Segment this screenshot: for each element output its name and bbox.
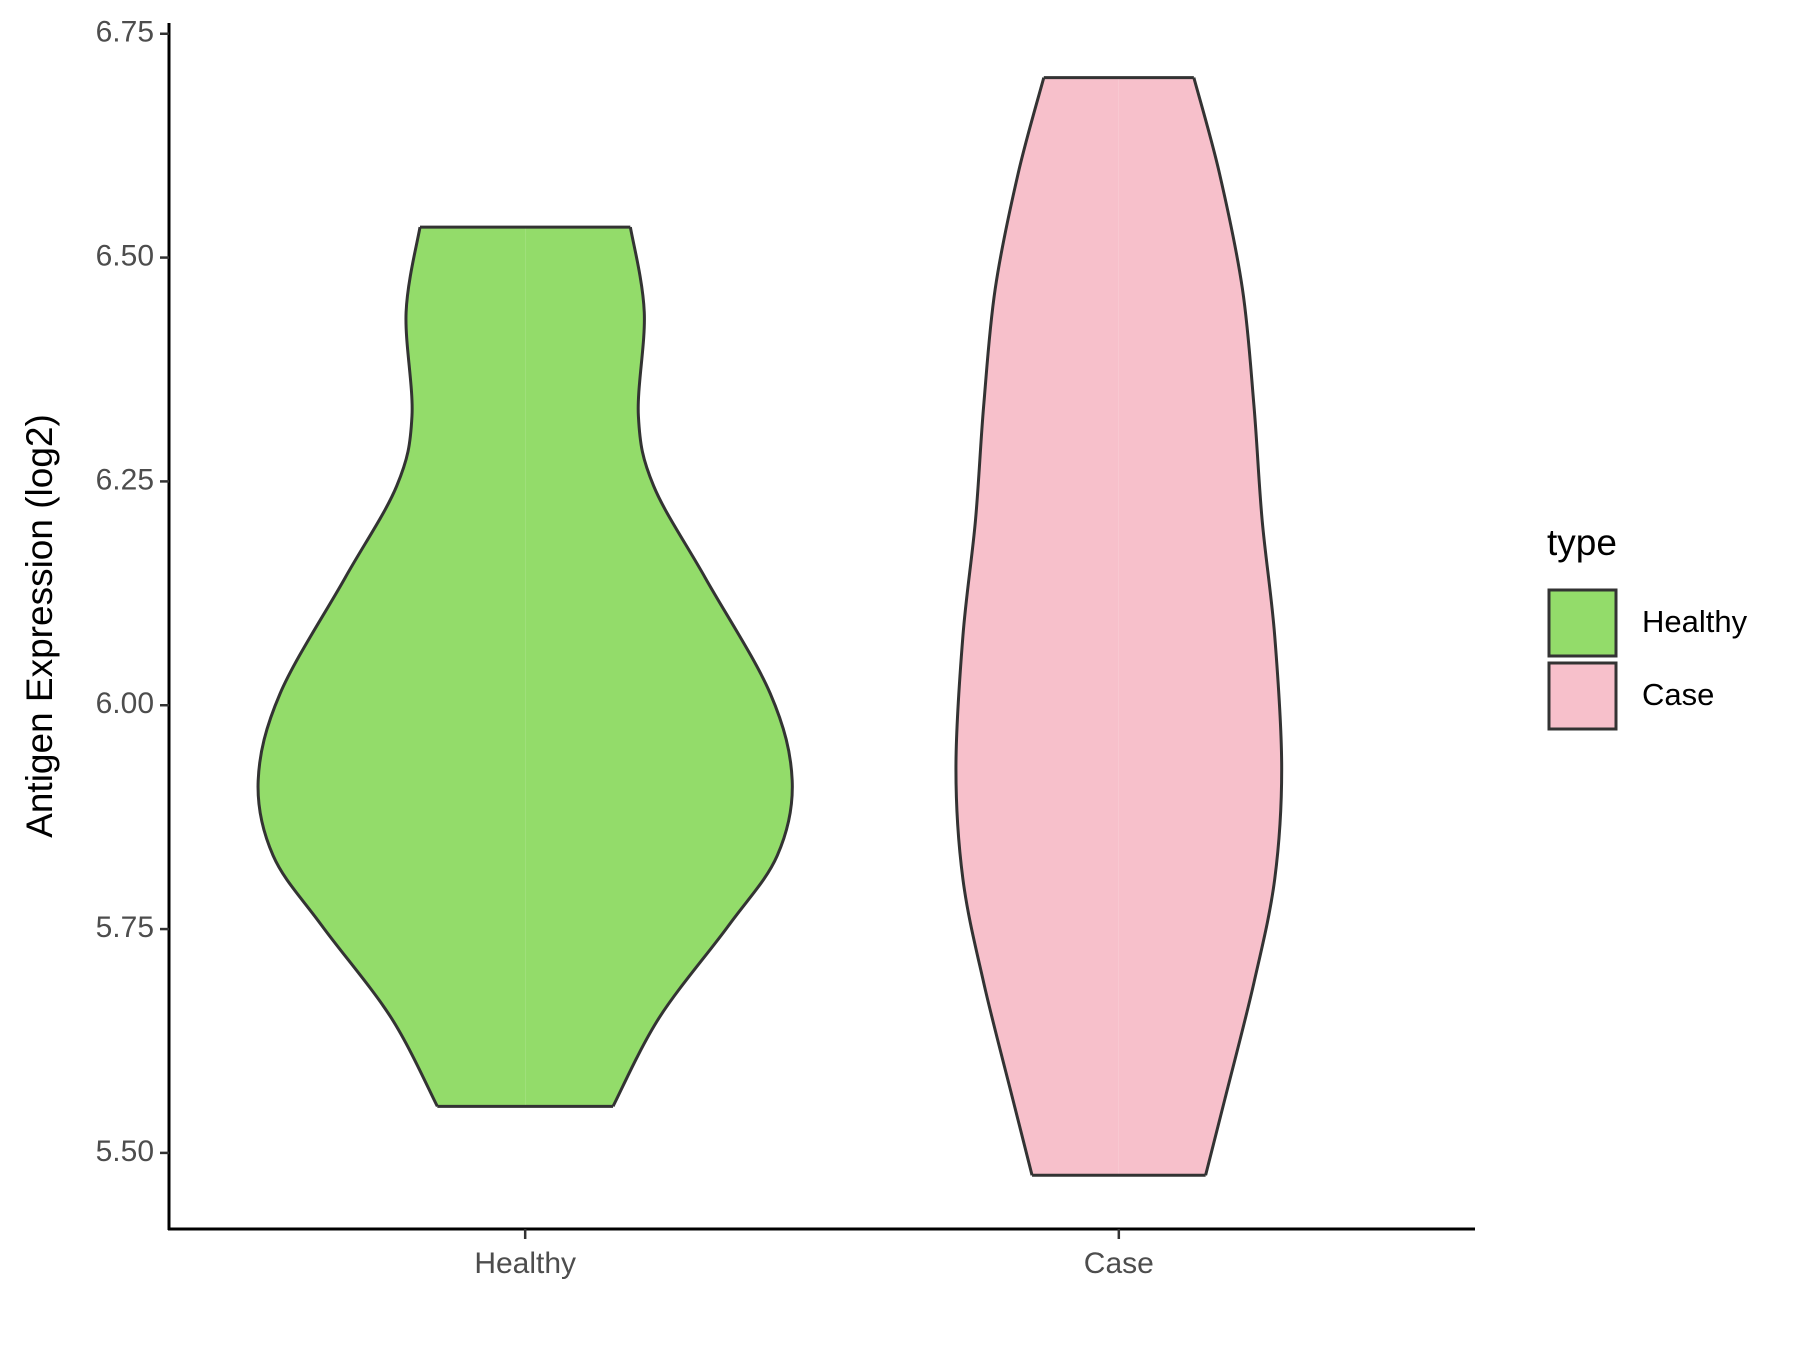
legend-title: type bbox=[1547, 522, 1617, 563]
y-tick-label: 5.75 bbox=[96, 911, 154, 944]
y-axis-label: Antigen Expression (log2) bbox=[19, 414, 60, 838]
legend-key bbox=[1547, 661, 1618, 731]
y-tick-label: 6.75 bbox=[96, 16, 154, 49]
legend-label: Case bbox=[1642, 677, 1714, 712]
y-tick-label: 5.50 bbox=[96, 1135, 154, 1168]
violin-outline bbox=[256, 226, 439, 1108]
legend-label: Healthy bbox=[1642, 604, 1748, 639]
violin-half bbox=[1118, 77, 1282, 1176]
legend-key bbox=[1547, 588, 1618, 658]
y-tick-label: 6.25 bbox=[96, 463, 154, 496]
violin-half bbox=[525, 227, 793, 1107]
violin-half bbox=[955, 77, 1119, 1176]
violin-half bbox=[258, 227, 526, 1107]
y-tick-label: 6.00 bbox=[96, 687, 154, 720]
violin-outline bbox=[611, 226, 794, 1108]
violin-outline bbox=[1192, 77, 1284, 1176]
y-tick-label: 6.50 bbox=[96, 239, 154, 272]
x-tick-label: Healthy bbox=[474, 1247, 576, 1280]
x-tick-label: Case bbox=[1084, 1247, 1154, 1280]
violin-outline bbox=[954, 77, 1046, 1176]
